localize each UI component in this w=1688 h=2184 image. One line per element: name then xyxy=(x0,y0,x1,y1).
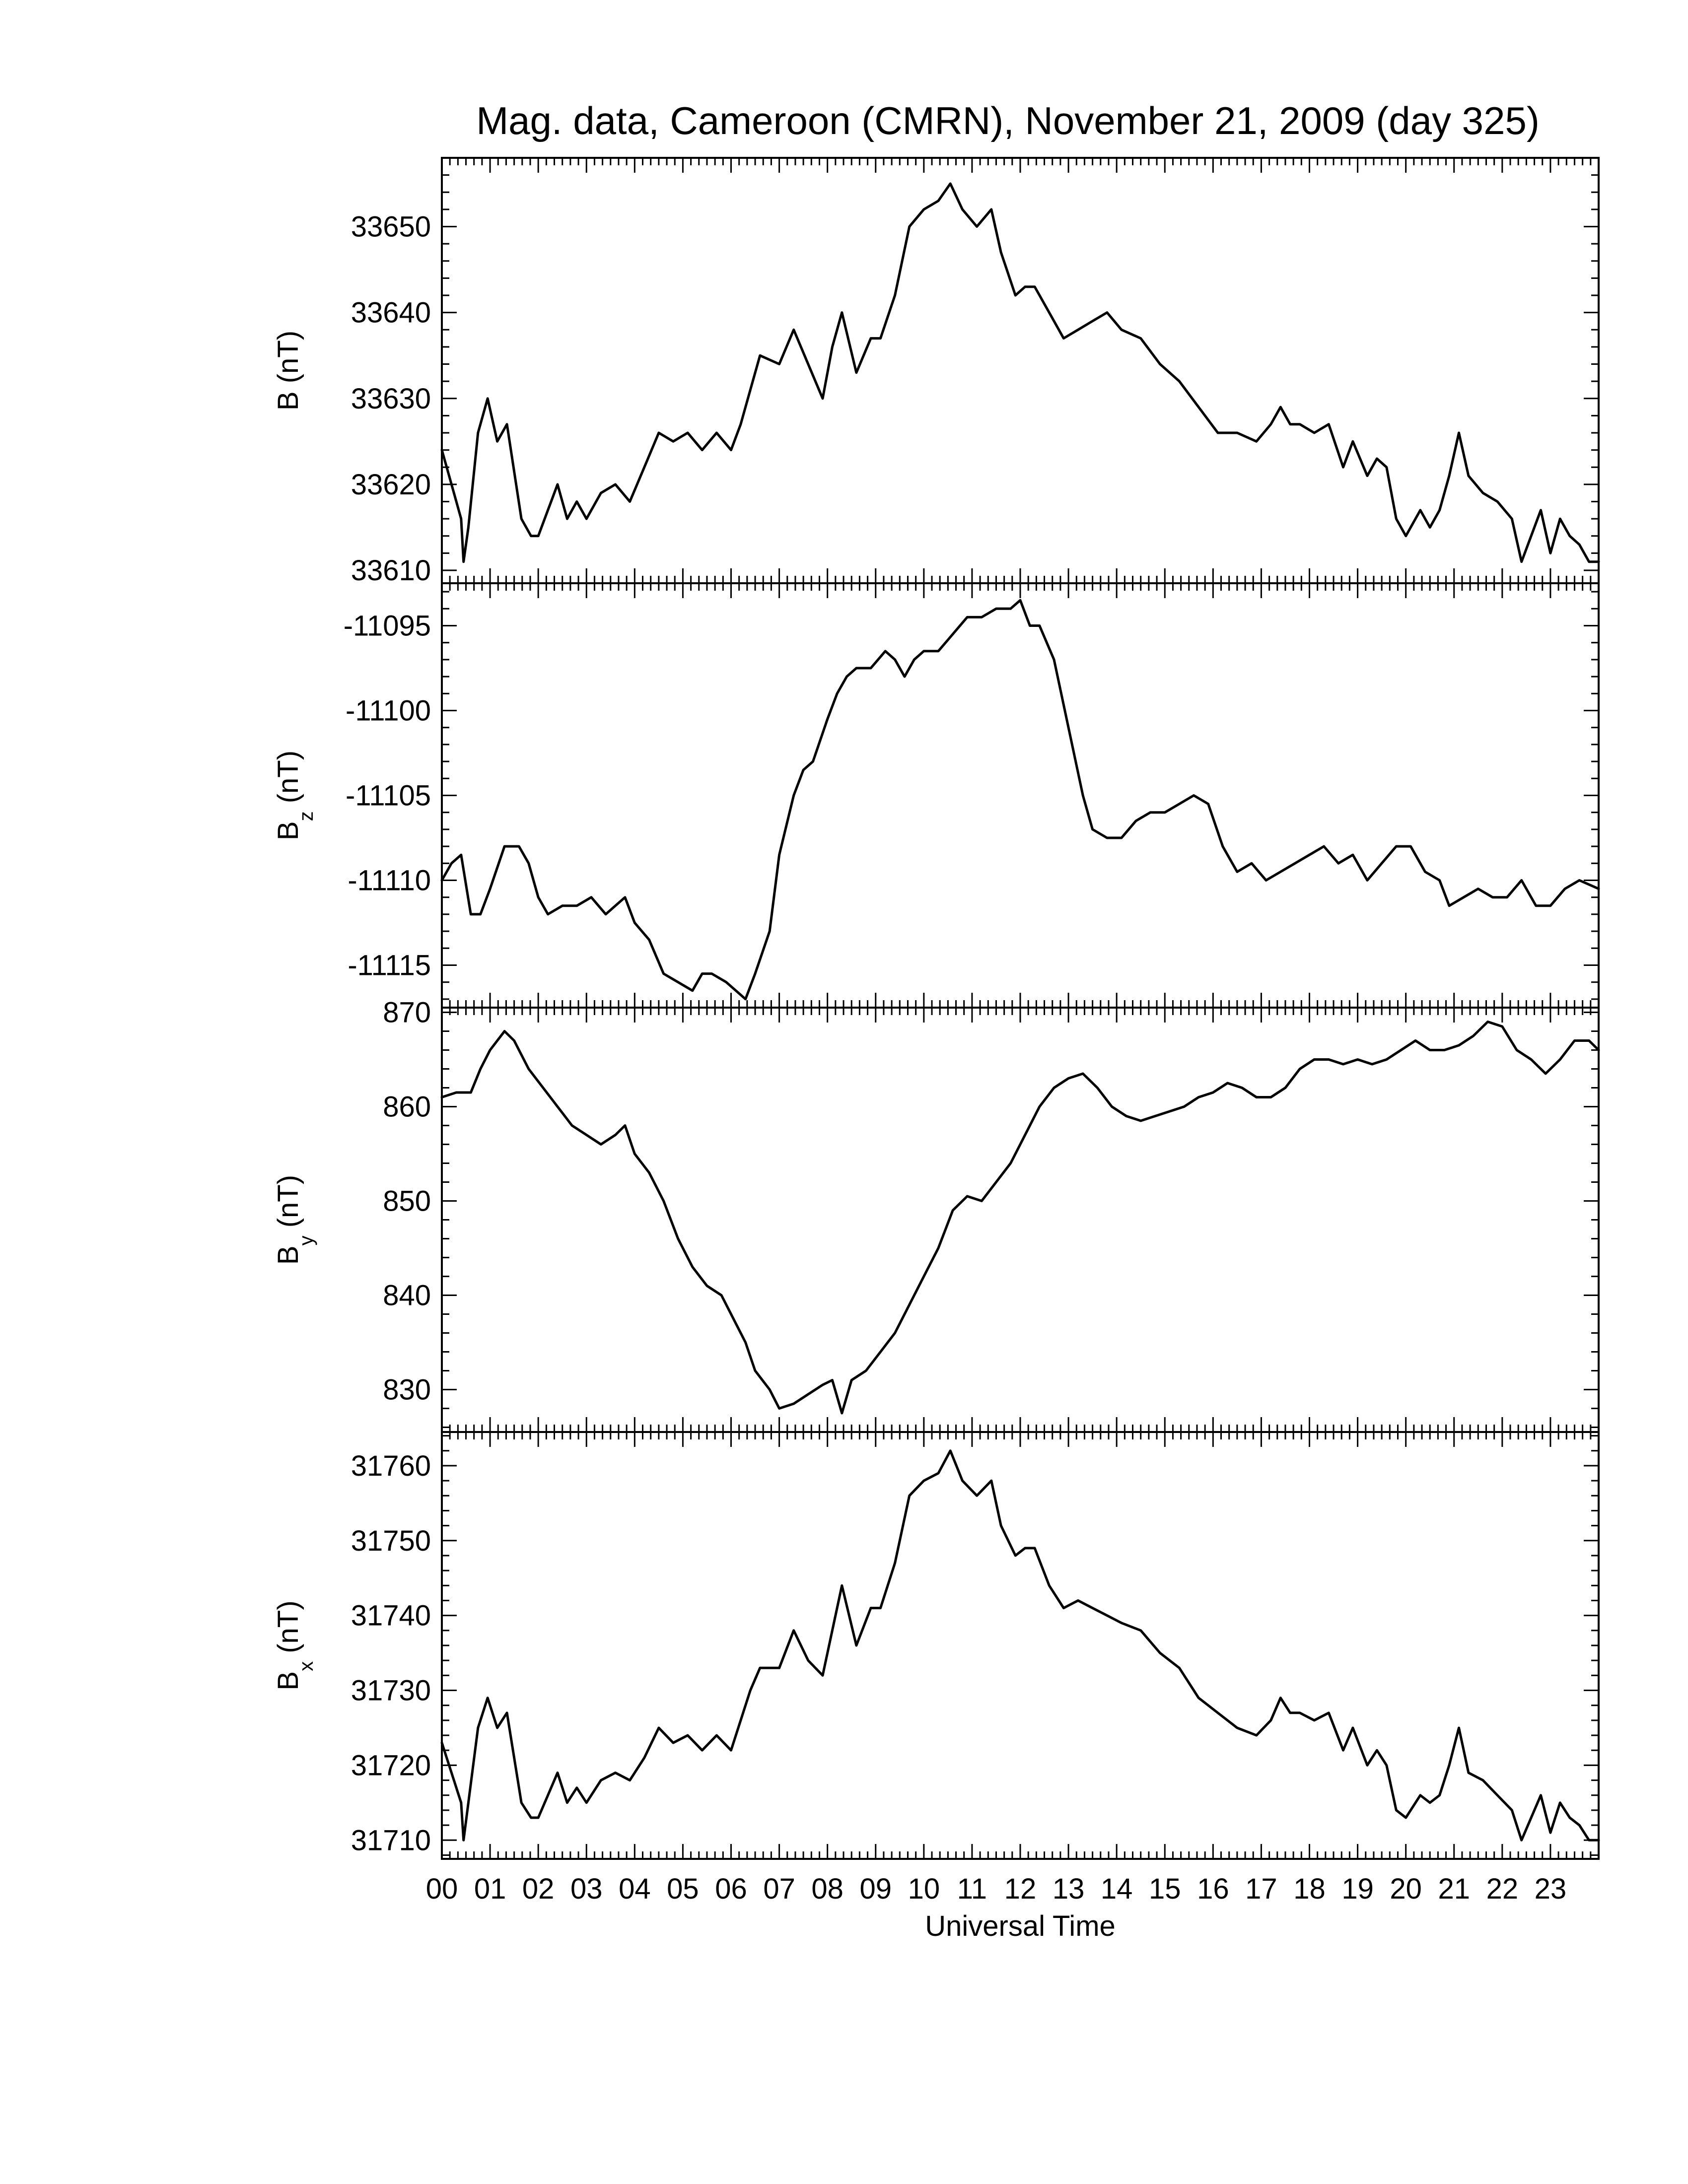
x-tick-label: 13 xyxy=(1053,1873,1085,1905)
y-tick-label: 31720 xyxy=(351,1749,431,1781)
y-tick-label: 31740 xyxy=(351,1600,431,1632)
x-tick-label: 22 xyxy=(1486,1873,1519,1905)
panel-Bz: -11115 -11110 -11105 -11100 -11095 Bz (nT) xyxy=(272,582,1600,1009)
y-tick-label: 33630 xyxy=(351,383,431,415)
y-tick-label: -11100 xyxy=(346,695,431,727)
y-tick-label: 31710 xyxy=(351,1824,431,1856)
x-tick-label: 07 xyxy=(763,1873,795,1905)
y-tick-label: 870 xyxy=(383,997,431,1029)
x-tick-label: 14 xyxy=(1101,1873,1133,1905)
y-axis-label-Bx: Bx (nT) xyxy=(272,1600,317,1690)
panel-frame-Bx xyxy=(441,1431,1600,1860)
x-tick-label: 09 xyxy=(859,1873,892,1905)
x-tick-labels: 00 01 02 03 04 05 06 07 08 09 10 11 12 13 14 15 16 17 18 19… xyxy=(426,1873,1566,1905)
y-tick-label: 830 xyxy=(383,1374,431,1406)
x-tick-label: 00 xyxy=(426,1873,458,1905)
panel-Bx: 31710 31720 31730 31740 31750 31760 Bx (nT) xyxy=(272,1431,1600,1860)
y-axis-label-unit: (nT) xyxy=(272,1175,304,1235)
x-tick-label: 01 xyxy=(474,1873,506,1905)
y-axis-label-main: B xyxy=(272,391,304,410)
y-tick-label: 33650 xyxy=(351,211,431,243)
chart-title: Mag. data, Cameroon (CMRN), November 21,… xyxy=(476,99,1540,142)
y-tick-label: -11110 xyxy=(348,865,431,897)
panel-B: 33610 33620 33630 33640 33650 B (nT) xyxy=(272,157,1600,587)
y-axis-label-sub: x xyxy=(295,1661,317,1671)
x-tick-label: 06 xyxy=(715,1873,747,1905)
y-axis-label-main: B xyxy=(272,1245,304,1265)
x-tick-label: 17 xyxy=(1245,1873,1277,1905)
y-tick-label: -11115 xyxy=(348,950,431,982)
y-tick-label: 840 xyxy=(383,1280,431,1312)
x-tick-label: 19 xyxy=(1341,1873,1374,1905)
y-axis-label-sub: z xyxy=(295,811,317,821)
y-tick-label: 33640 xyxy=(351,297,431,329)
y-tick-label: 860 xyxy=(383,1091,431,1123)
x-tick-label: 05 xyxy=(667,1873,699,1905)
x-tick-label: 16 xyxy=(1197,1873,1229,1905)
x-tick-label: 10 xyxy=(908,1873,940,1905)
y-tick-label: 850 xyxy=(383,1185,431,1218)
series-line-By xyxy=(440,1021,1600,1415)
panel-frame-By xyxy=(441,1007,1600,1433)
y-axis-label-unit: (nT) xyxy=(272,331,304,391)
y-axis-label-unit: (nT) xyxy=(272,751,304,811)
x-tick-label: 15 xyxy=(1149,1873,1181,1905)
y-tick-label: 33610 xyxy=(351,554,431,587)
y-axis-label-unit: (nT) xyxy=(272,1600,304,1661)
y-tick-label: 31750 xyxy=(351,1525,431,1557)
x-tick-label: 03 xyxy=(570,1873,603,1905)
x-tick-label: 02 xyxy=(522,1873,555,1905)
x-axis-label: Universal Time xyxy=(925,1910,1116,1942)
x-tick-label: 21 xyxy=(1438,1873,1470,1905)
y-axis-label-B: B (nT) xyxy=(272,331,304,410)
x-tick-label: 08 xyxy=(811,1873,844,1905)
series-line-Bx xyxy=(440,1449,1600,1842)
series-line-Bz xyxy=(440,599,1600,1001)
panel-By: 830 840 850 860 870 By (nT) xyxy=(272,997,1600,1433)
x-tick-label: 12 xyxy=(1004,1873,1037,1905)
y-tick-label: -11095 xyxy=(344,610,431,642)
panel-frame-Bz xyxy=(441,582,1600,1009)
y-axis-label-main: B xyxy=(272,821,304,840)
x-tick-label: 11 xyxy=(957,1873,987,1905)
y-tick-label: -11105 xyxy=(346,780,431,812)
x-tick-label: 23 xyxy=(1535,1873,1567,1905)
y-tick-label: 33620 xyxy=(351,469,431,501)
x-tick-label: 04 xyxy=(619,1873,651,1905)
y-axis-label-Bz: Bz (nT) xyxy=(272,751,317,840)
y-tick-label: 31760 xyxy=(351,1450,431,1482)
y-axis-label-sub: y xyxy=(295,1235,317,1245)
x-tick-label: 20 xyxy=(1390,1873,1422,1905)
y-axis-label-By: By (nT) xyxy=(272,1175,317,1265)
x-tick-label: 18 xyxy=(1293,1873,1326,1905)
y-tick-label: 31730 xyxy=(351,1675,431,1707)
y-axis-label-main: B xyxy=(272,1671,304,1691)
series-line-B xyxy=(440,182,1600,563)
